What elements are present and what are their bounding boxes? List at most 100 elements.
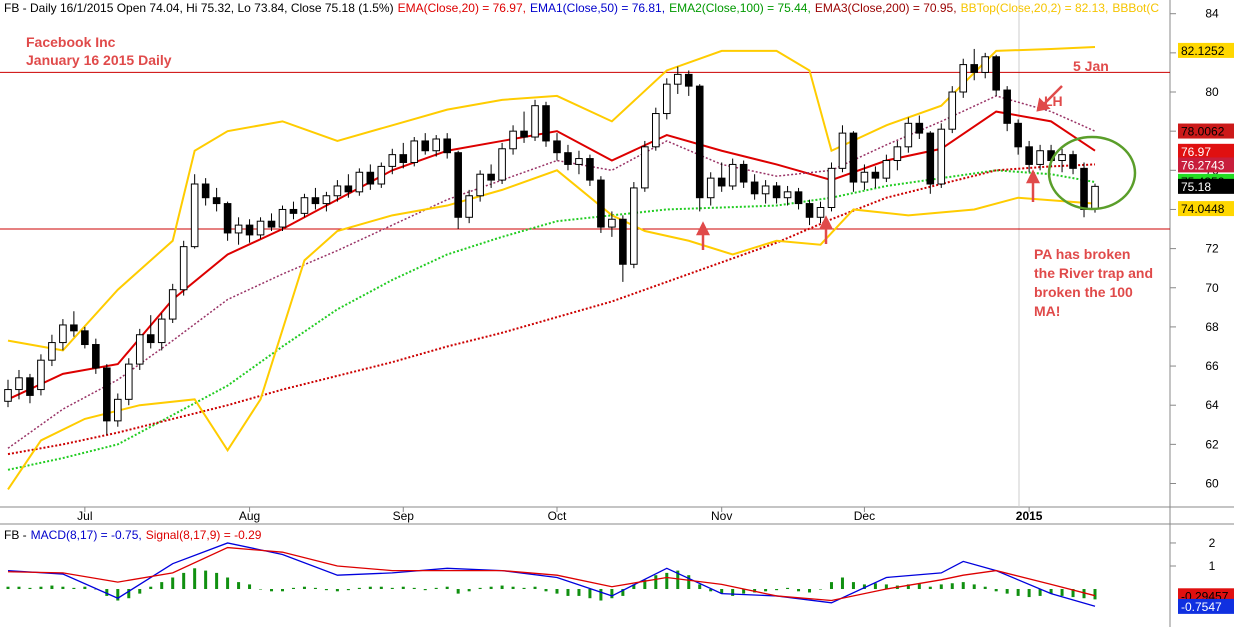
candle-body xyxy=(300,197,309,214)
candle-body xyxy=(135,334,144,365)
candle-body xyxy=(706,177,715,199)
candle-body xyxy=(630,187,638,265)
y-tick-label: 72 xyxy=(1205,242,1219,256)
legend-entry: EMA2(Close,100) = 75.44, xyxy=(669,1,811,15)
candle-body xyxy=(684,73,693,87)
arrow-head xyxy=(1036,97,1051,112)
histogram-bar xyxy=(500,585,504,590)
candle-body xyxy=(805,203,814,218)
candle-body xyxy=(509,130,517,150)
x-tick-label: Dec xyxy=(854,509,875,523)
histogram-bar xyxy=(434,587,438,590)
histogram-bar xyxy=(313,587,317,590)
note-line: the River trap and xyxy=(1034,265,1153,281)
candle-body xyxy=(827,167,836,208)
histogram-bar xyxy=(906,584,910,590)
histogram-bar xyxy=(544,589,548,592)
histogram-bar xyxy=(335,589,339,592)
legend-entry: EMA3(Close,200) = 70.95, xyxy=(815,1,957,15)
candle-body xyxy=(4,389,12,402)
histogram-bar xyxy=(698,584,702,590)
histogram-bar xyxy=(182,572,186,590)
plot: JulAugSepOctNovDec2015606264666870727476… xyxy=(0,1,1234,614)
histogram-bar xyxy=(1049,589,1053,594)
line-series xyxy=(7,169,1096,471)
candle-body xyxy=(114,398,122,422)
y-tick-label: 66 xyxy=(1205,359,1219,373)
y-tick-label: 1 xyxy=(1209,559,1216,573)
candle-body xyxy=(838,132,847,169)
candle-body xyxy=(882,160,891,179)
candle-body xyxy=(157,318,166,344)
line-series xyxy=(7,542,1096,607)
candle-body xyxy=(498,148,506,181)
histogram-bar xyxy=(522,587,526,590)
note-line: broken the 100 xyxy=(1034,284,1133,300)
histogram-bar xyxy=(950,583,954,590)
candle-body xyxy=(410,140,419,163)
histogram-bar xyxy=(1060,589,1064,596)
annotation: 5 Jan xyxy=(1073,58,1109,74)
candle-body xyxy=(937,128,946,185)
histogram-bar xyxy=(994,589,998,592)
candle-body xyxy=(608,218,616,228)
histogram-bar xyxy=(270,589,274,592)
candle-body xyxy=(179,246,188,291)
candle-body xyxy=(575,158,583,165)
candle-body xyxy=(739,163,748,183)
candle-body xyxy=(926,132,935,185)
candle-body xyxy=(904,122,913,148)
candle-body xyxy=(81,330,89,346)
histogram-bar xyxy=(709,589,713,592)
candle-body xyxy=(520,130,528,138)
x-tick-label: Aug xyxy=(239,509,260,523)
candle-body xyxy=(1025,146,1033,165)
histogram-bar xyxy=(357,587,361,590)
candle-body xyxy=(399,154,408,163)
candle-body xyxy=(454,152,462,218)
candle-body xyxy=(531,105,539,138)
price-label-box xyxy=(1178,178,1234,194)
histogram-bar xyxy=(862,584,866,590)
highlight-circle xyxy=(1047,135,1137,211)
histogram-bar xyxy=(720,589,724,594)
candle-body xyxy=(1003,89,1011,124)
legend-entry: EMA1(Close,50) = 76.81, xyxy=(530,1,665,15)
candle-body xyxy=(223,203,232,234)
histogram-bar xyxy=(390,587,394,590)
candle-body xyxy=(322,195,331,205)
candle-body xyxy=(443,138,451,154)
header-title: FB - Daily 16/1/2015 Open 74.04, Hi 75.3… xyxy=(4,1,394,15)
x-tick-label: Sep xyxy=(393,509,415,523)
histogram-bar xyxy=(610,589,614,599)
histogram-bar xyxy=(401,586,405,590)
candle-body xyxy=(662,83,671,115)
candle-body xyxy=(344,185,353,193)
histogram-bar xyxy=(1005,589,1009,594)
price-label: 76.97 xyxy=(1181,145,1211,159)
candle-body xyxy=(849,132,858,183)
candle-body xyxy=(1036,150,1044,165)
candle-body xyxy=(772,185,781,199)
candle-body xyxy=(948,91,957,130)
candle-body xyxy=(542,105,550,142)
candle-body xyxy=(289,208,298,214)
histogram-bar xyxy=(819,589,823,590)
histogram-bar xyxy=(808,589,812,593)
histogram-bar xyxy=(204,570,208,590)
histogram-bar xyxy=(676,570,680,590)
candle-body xyxy=(1069,154,1077,169)
annotation: Facebook Inc xyxy=(26,34,116,50)
price-label: 75.18 xyxy=(1181,180,1211,194)
histogram-bar xyxy=(775,589,779,591)
candle-body xyxy=(26,377,34,396)
candle-body xyxy=(103,367,111,422)
histogram-bar xyxy=(489,586,493,590)
histogram-bar xyxy=(412,587,416,590)
y-tick-label: 84 xyxy=(1205,7,1219,21)
arrow-head xyxy=(818,215,834,230)
candle-body xyxy=(146,334,155,344)
candle-body xyxy=(794,191,803,205)
histogram-bar xyxy=(379,586,383,590)
